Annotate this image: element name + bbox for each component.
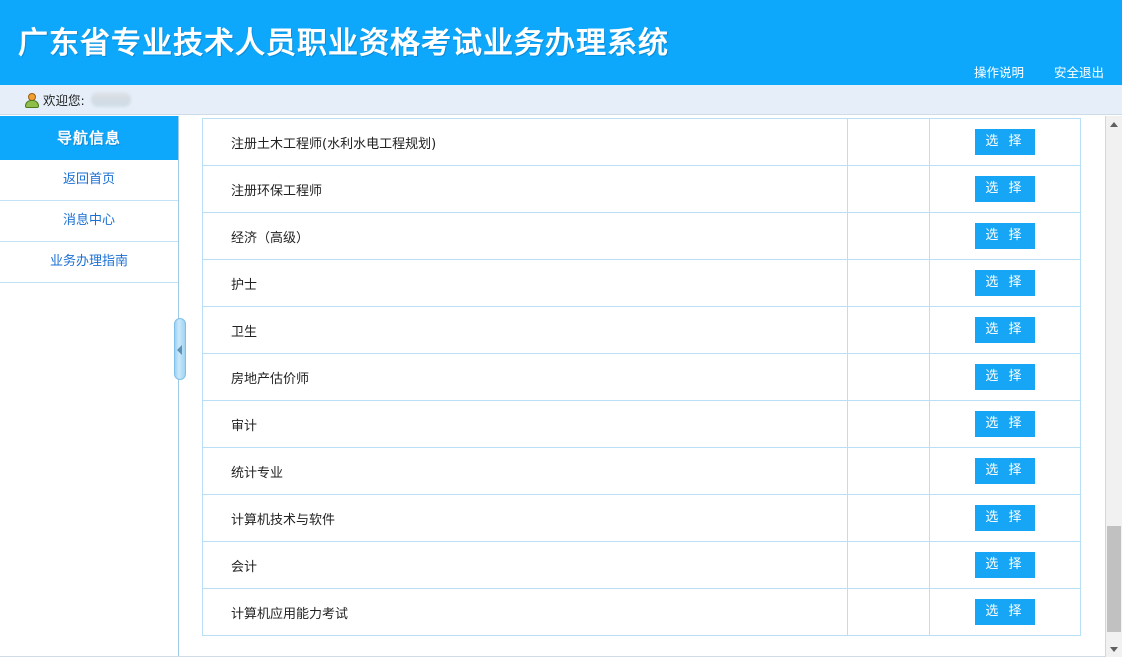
vertical-scrollbar[interactable] (1105, 116, 1122, 657)
user-icon-body (25, 99, 39, 108)
scrollbar-up-button[interactable] (1106, 116, 1122, 132)
action-cell: 选 择 (929, 118, 1081, 166)
select-button[interactable]: 选 择 (975, 316, 1035, 344)
welcome-bar-inner: 欢迎您: (24, 85, 131, 114)
spacer-cell (847, 353, 930, 401)
exam-name-cell: 审计 (202, 400, 848, 448)
exam-name-cell: 计算机应用能力考试 (202, 588, 848, 636)
table-row: 注册土木工程师(水利水电工程规划) 选 择 (202, 118, 1081, 166)
exam-name-cell: 房地产估价师 (202, 353, 848, 401)
exam-name-cell: 护士 (202, 259, 848, 307)
spacer-cell (847, 494, 930, 542)
spacer-cell (847, 165, 930, 213)
exam-table: 注册土木工程师(水利水电工程规划) 选 择 注册环保工程师 选 择 (202, 118, 1081, 636)
spacer-cell (847, 588, 930, 636)
help-link[interactable]: 操作说明 (973, 65, 1024, 80)
table-row: 房地产估价师 选 择 (202, 353, 1081, 401)
table-row: 计算机应用能力考试 选 择 (202, 588, 1081, 636)
scrollbar-thumb[interactable] (1107, 526, 1121, 632)
sidebar-item-messages[interactable]: 消息中心 (0, 201, 178, 242)
sidebar-item-guide[interactable]: 业务办理指南 (0, 242, 178, 283)
exam-name-cell: 卫生 (202, 306, 848, 354)
exam-name-cell: 统计专业 (202, 447, 848, 495)
select-button[interactable]: 选 择 (975, 410, 1035, 438)
main-content: 注册土木工程师(水利水电工程规划) 选 择 注册环保工程师 选 择 (180, 116, 1090, 657)
user-name-redacted (90, 92, 131, 107)
table-row: 卫生 选 择 (202, 306, 1081, 354)
table-row: 护士 选 择 (202, 259, 1081, 307)
exam-name-cell: 计算机技术与软件 (202, 494, 848, 542)
spacer-cell (847, 259, 930, 307)
exam-name-cell: 注册土木工程师(水利水电工程规划) (202, 118, 848, 166)
action-cell: 选 择 (929, 165, 1081, 213)
spacer-cell (847, 541, 930, 589)
spacer-cell (847, 447, 930, 495)
exam-name-cell: 会计 (202, 541, 848, 589)
chevron-left-icon (177, 345, 182, 355)
action-cell: 选 择 (929, 400, 1081, 448)
select-button[interactable]: 选 择 (975, 551, 1035, 579)
spacer-cell (847, 212, 930, 260)
user-icon (24, 92, 40, 108)
exam-table-wrapper: 注册土木工程师(水利水电工程规划) 选 择 注册环保工程师 选 择 (202, 118, 1081, 636)
table-row: 会计 选 择 (202, 541, 1081, 589)
table-row: 计算机技术与软件 选 择 (202, 494, 1081, 542)
select-button[interactable]: 选 择 (975, 363, 1035, 391)
triangle-up-icon (1110, 122, 1118, 127)
sidebar: 导航信息 返回首页 消息中心 业务办理指南 (0, 116, 179, 657)
select-button[interactable]: 选 择 (975, 222, 1035, 250)
welcome-bar: 欢迎您: (0, 85, 1122, 115)
action-cell: 选 择 (929, 212, 1081, 260)
exam-table-body: 注册土木工程师(水利水电工程规划) 选 择 注册环保工程师 选 择 (202, 118, 1081, 636)
action-cell: 选 择 (929, 588, 1081, 636)
select-button[interactable]: 选 择 (975, 457, 1035, 485)
welcome-text: 欢迎您: (43, 93, 85, 108)
select-button[interactable]: 选 择 (975, 504, 1035, 532)
scrollbar-down-button[interactable] (1106, 641, 1122, 657)
action-cell: 选 择 (929, 353, 1081, 401)
action-cell: 选 择 (929, 306, 1081, 354)
page-title: 广东省专业技术人员职业资格考试业务办理系统 (18, 26, 669, 61)
spacer-cell (847, 306, 930, 354)
action-cell: 选 择 (929, 259, 1081, 307)
app-header: 广东省专业技术人员职业资格考试业务办理系统 操作说明 安全退出 (0, 0, 1122, 85)
logout-link[interactable]: 安全退出 (1053, 65, 1104, 80)
sidebar-item-home[interactable]: 返回首页 (0, 160, 178, 201)
table-row: 经济（高级） 选 择 (202, 212, 1081, 260)
select-button[interactable]: 选 择 (975, 269, 1035, 297)
select-button[interactable]: 选 择 (975, 598, 1035, 626)
exam-name-cell: 注册环保工程师 (202, 165, 848, 213)
sidebar-header: 导航信息 (0, 116, 178, 160)
exam-name-cell: 经济（高级） (202, 212, 848, 260)
select-button[interactable]: 选 择 (975, 128, 1035, 156)
spacer-cell (847, 400, 930, 448)
select-button[interactable]: 选 择 (975, 175, 1035, 203)
table-row: 审计 选 择 (202, 400, 1081, 448)
action-cell: 选 择 (929, 494, 1081, 542)
triangle-down-icon (1110, 647, 1118, 652)
action-cell: 选 择 (929, 447, 1081, 495)
header-links: 操作说明 安全退出 (948, 62, 1104, 81)
sidebar-collapse-handle[interactable] (174, 318, 186, 380)
table-row: 注册环保工程师 选 择 (202, 165, 1081, 213)
spacer-cell (847, 118, 930, 166)
table-row: 统计专业 选 择 (202, 447, 1081, 495)
action-cell: 选 择 (929, 541, 1081, 589)
